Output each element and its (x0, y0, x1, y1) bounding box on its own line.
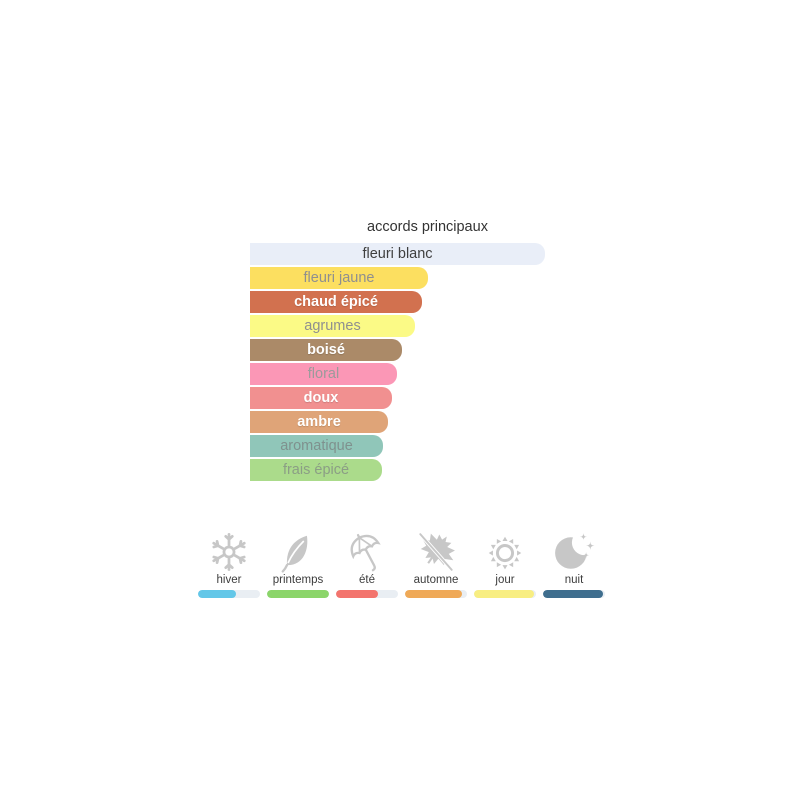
season-icon-slot (484, 531, 526, 573)
season-été: été (336, 531, 398, 598)
accord-label: chaud épicé (294, 294, 378, 310)
season-label: printemps (272, 574, 324, 586)
season-icon-slot (277, 531, 319, 573)
accord-label: ambre (297, 414, 341, 430)
season-nuit: nuit (543, 531, 605, 598)
season-hiver: hiver (198, 531, 260, 598)
season-label: nuit (564, 574, 584, 586)
season-progress-fill (336, 590, 378, 598)
season-icon-slot (208, 531, 250, 573)
leaf-icon (281, 535, 308, 573)
accords-bars: fleuri blanc fleuri jaune chaud épicé ag… (250, 243, 610, 481)
season-automne: automne (405, 531, 467, 598)
accord-bar: frais épicé (250, 459, 382, 481)
season-icon-slot (553, 531, 595, 573)
season-progress-track (474, 590, 536, 598)
season-label: été (359, 574, 375, 586)
season-label: automne (413, 574, 459, 586)
accord-bar: fleuri blanc (250, 243, 545, 265)
accord-bar: ambre (250, 411, 388, 433)
accords-title: accords principaux (367, 219, 488, 235)
season-progress-fill (198, 590, 237, 598)
accord-bar: chaud épicé (250, 291, 422, 313)
season-progress-fill (405, 590, 463, 598)
accord-label: agrumes (304, 318, 361, 334)
season-progress-track (198, 590, 260, 598)
season-progress-track (543, 590, 605, 598)
accord-label: fleuri blanc (362, 246, 433, 262)
seasons-strip: hiver printemps été auto (198, 531, 605, 598)
season-printemps: printemps (267, 531, 329, 598)
season-progress-fill (543, 590, 603, 598)
season-icon-slot (415, 531, 457, 573)
accords-panel: accords principaux fleuri blanc fleuri j… (250, 219, 610, 483)
accord-label: doux (303, 390, 339, 406)
season-label: hiver (216, 574, 242, 586)
snowflake-icon (212, 532, 246, 572)
accord-label: aromatique (280, 438, 353, 454)
accord-bar: floral (250, 363, 397, 385)
accord-bar: aromatique (250, 435, 383, 457)
season-progress-track (336, 590, 398, 598)
accord-bar: boisé (250, 339, 402, 361)
accord-bar: doux (250, 387, 392, 409)
moon-icon (555, 531, 595, 569)
accord-label: frais épicé (282, 462, 350, 478)
season-progress-track (405, 590, 467, 598)
season-jour: jour (474, 531, 536, 598)
season-progress-fill (474, 590, 535, 598)
season-icon-slot (346, 531, 388, 573)
parasol-icon (350, 533, 381, 572)
accord-bar: agrumes (250, 315, 415, 337)
maple-leaf-icon (418, 532, 455, 572)
accord-label: boisé (307, 342, 345, 358)
sun-icon (488, 536, 522, 570)
accord-label: fleuri jaune (303, 270, 375, 286)
season-progress-fill (267, 590, 329, 598)
season-label: jour (495, 574, 515, 586)
season-progress-track (267, 590, 329, 598)
accord-bar: fleuri jaune (250, 267, 428, 289)
accord-label: floral (307, 366, 340, 382)
